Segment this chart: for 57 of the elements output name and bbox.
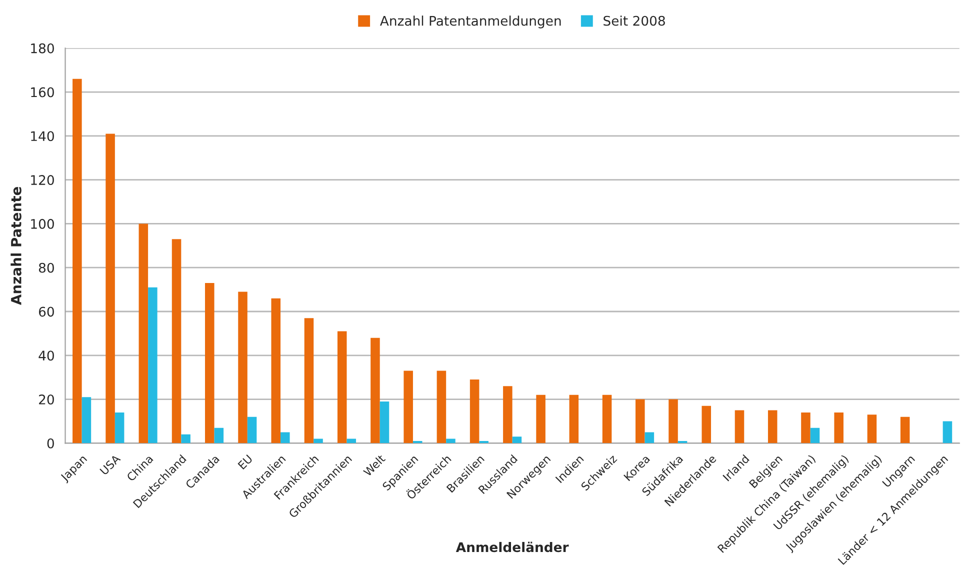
bar — [644, 432, 654, 444]
bar — [768, 410, 778, 444]
bar — [942, 421, 952, 444]
legend-label: Seit 2008 — [604, 16, 665, 26]
bar — [436, 370, 446, 444]
bar — [181, 434, 190, 444]
bar — [867, 414, 877, 444]
bar — [900, 416, 910, 444]
bar — [370, 338, 380, 444]
x-tick-label: USA — [99, 454, 121, 476]
bar — [810, 428, 820, 444]
y-tick-label: 40 — [38, 350, 54, 361]
y-axis-title: Anzahl Patente — [10, 186, 22, 305]
y-tick-label: 160 — [31, 87, 54, 98]
bar — [569, 394, 579, 444]
bar — [314, 438, 323, 444]
bar — [668, 399, 678, 444]
y-tick-label: 80 — [38, 262, 54, 273]
bar — [404, 370, 413, 444]
y-tick-label: 60 — [38, 306, 54, 317]
bar — [205, 282, 214, 444]
bar — [138, 224, 148, 444]
bar — [636, 399, 645, 444]
bar — [280, 432, 290, 444]
legend-label: Anzahl Patentanmeldungen — [380, 16, 561, 28]
bar — [734, 410, 744, 444]
y-tick-label: 180 — [31, 43, 54, 54]
bar — [148, 287, 158, 444]
bar — [172, 239, 182, 444]
y-tick-label: 20 — [39, 394, 54, 404]
bar — [214, 428, 224, 444]
bar — [503, 386, 512, 444]
bar — [602, 394, 612, 444]
bar — [346, 438, 356, 444]
bar — [114, 412, 124, 444]
x-axis-title: Anmeldeländer — [456, 542, 569, 552]
bar — [512, 436, 522, 444]
bar — [337, 331, 347, 444]
bar — [702, 406, 712, 444]
bar — [446, 438, 456, 444]
bar — [271, 298, 281, 444]
y-tick-label: 0 — [47, 438, 54, 448]
bar — [380, 401, 390, 444]
bar — [470, 380, 480, 444]
y-tick-label: 140 — [31, 131, 54, 142]
bar — [238, 292, 248, 444]
bar — [304, 318, 314, 444]
bar — [834, 412, 844, 444]
y-tick-label: 100 — [31, 218, 54, 229]
bar — [536, 394, 546, 444]
bar — [82, 397, 92, 444]
y-tick-label: 120 — [31, 175, 54, 186]
bar — [801, 412, 810, 444]
bar — [247, 416, 257, 444]
bar — [479, 440, 488, 444]
bar — [72, 78, 82, 444]
bar — [106, 134, 115, 444]
